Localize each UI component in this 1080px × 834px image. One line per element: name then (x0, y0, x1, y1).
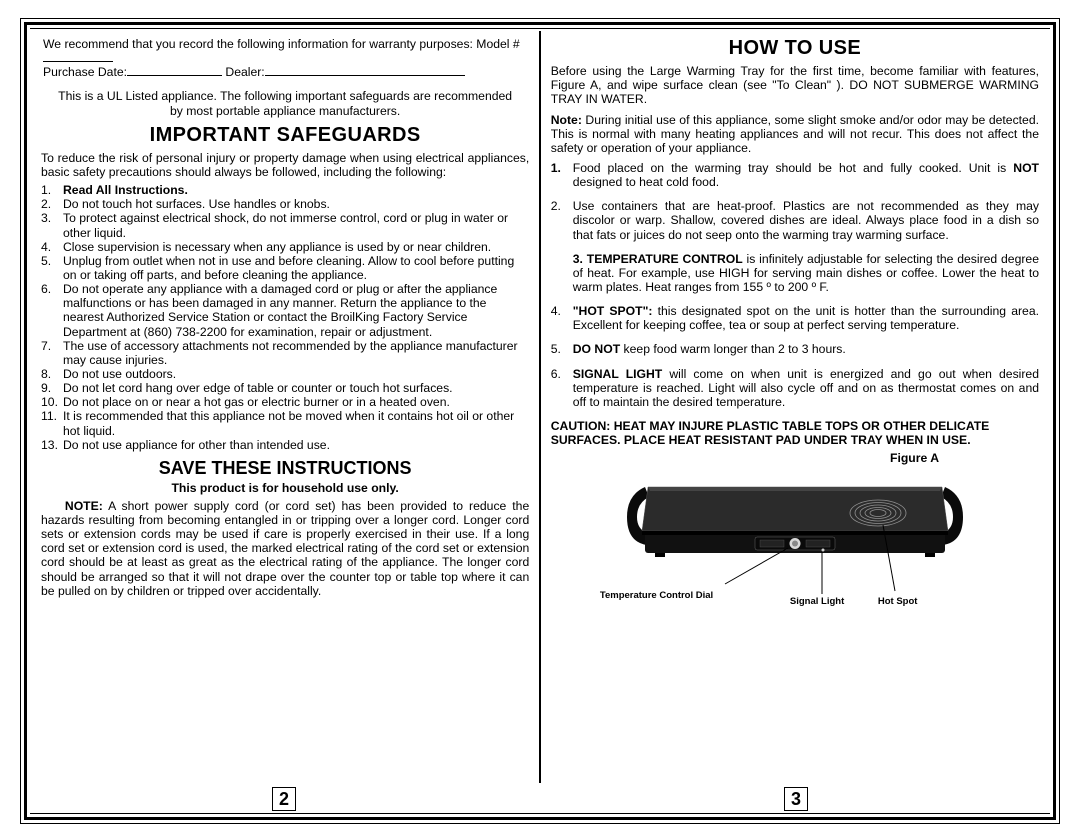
list-item: 1.Food placed on the warming tray should… (573, 161, 1039, 189)
list-item: Do not operate any appliance with a dama… (63, 282, 529, 339)
left-column: We recommend that you record the followi… (31, 37, 539, 811)
cord-note-body: A short power supply cord (or cord set) … (41, 499, 529, 598)
dealer-label: Dealer: (225, 65, 264, 79)
warranty-block: We recommend that you record the followi… (41, 37, 529, 83)
safeguards-intro: To reduce the risk of personal injury or… (41, 151, 529, 179)
list-item: Close supervision is necessary when any … (63, 240, 529, 254)
ul-note: This is a UL Listed appliance. The follo… (41, 89, 529, 117)
list-item: 4."HOT SPOT": this designated spot on th… (573, 304, 1039, 332)
list-item: 2.Use containers that are heat-proof. Pl… (573, 199, 1039, 241)
caution-block: CAUTION: HEAT MAY INJURE PLASTIC TABLE T… (551, 419, 1039, 447)
list-item: Do not use appliance for other than inte… (63, 438, 529, 452)
purchase-date-blank (127, 75, 222, 76)
how-to-list: 1.Food placed on the warming tray should… (551, 161, 1039, 409)
list-item: Unplug from outlet when not in use and b… (63, 254, 529, 282)
figure-a-label: Figure A (551, 451, 1039, 465)
list-item: 6.SIGNAL LIGHT will come on when unit is… (573, 367, 1039, 409)
outer-border: We recommend that you record the followi… (20, 18, 1060, 824)
safeguards-list: Read All Instructions. Do not touch hot … (41, 183, 529, 452)
cord-note-block: NOTE: A short power supply cord (or cord… (41, 499, 529, 598)
list-item: The use of accessory attachments not rec… (63, 339, 529, 367)
how-to-intro: Before using the Large Warming Tray for … (551, 64, 1039, 106)
label-hot-spot: Hot Spot (878, 596, 918, 607)
safeguards-heading: IMPORTANT SAFEGUARDS (41, 124, 529, 147)
list-item: To protect against electrical shock, do … (63, 211, 529, 239)
how-to-use-heading: HOW TO USE (551, 37, 1039, 60)
household-only: This product is for household use only. (41, 481, 529, 495)
warranty-intro: We recommend that you record the followi… (43, 37, 520, 51)
inner-top-rule (30, 28, 1050, 29)
note-label: NOTE: (65, 499, 103, 513)
initial-use-note: Note: During initial use of this applian… (551, 113, 1039, 155)
columns: We recommend that you record the followi… (31, 37, 1049, 811)
list-item: Do not let cord hang over edge of table … (63, 381, 529, 395)
dealer-blank (265, 75, 465, 76)
note-label: Note: (551, 113, 582, 127)
mid-border: We recommend that you record the followi… (24, 22, 1056, 820)
save-instructions-heading: SAVE THESE INSTRUCTIONS (41, 458, 529, 479)
list-item: 5.DO NOT keep food warm longer than 2 to… (573, 342, 1039, 356)
label-temp-dial: Temperature Control Dial (600, 590, 713, 601)
figure-a: Temperature Control Dial Signal Light Ho… (551, 469, 1039, 609)
purchase-date-label: Purchase Date: (43, 65, 127, 79)
warming-tray-diagram (600, 469, 990, 604)
list-item: Do not touch hot surfaces. Use handles o… (63, 197, 529, 211)
list-item: Do not place on or near a hot gas or ele… (63, 395, 529, 409)
list-item: 3. TEMPERATURE CONTROL is infinitely adj… (573, 252, 1039, 294)
note-body: During initial use of this appliance, so… (551, 113, 1039, 155)
page-number-right: 3 (784, 787, 808, 811)
page-number-left: 2 (272, 787, 296, 811)
list-item: It is recommended that this appliance no… (63, 409, 529, 437)
inner-bottom-rule (30, 813, 1050, 814)
read-all-instructions: Read All Instructions. (63, 183, 188, 197)
list-item: Read All Instructions. (63, 183, 529, 197)
label-signal-light: Signal Light (790, 596, 844, 607)
right-column: HOW TO USE Before using the Large Warmin… (541, 37, 1049, 811)
list-item: Do not use outdoors. (63, 367, 529, 381)
model-blank (43, 61, 113, 62)
